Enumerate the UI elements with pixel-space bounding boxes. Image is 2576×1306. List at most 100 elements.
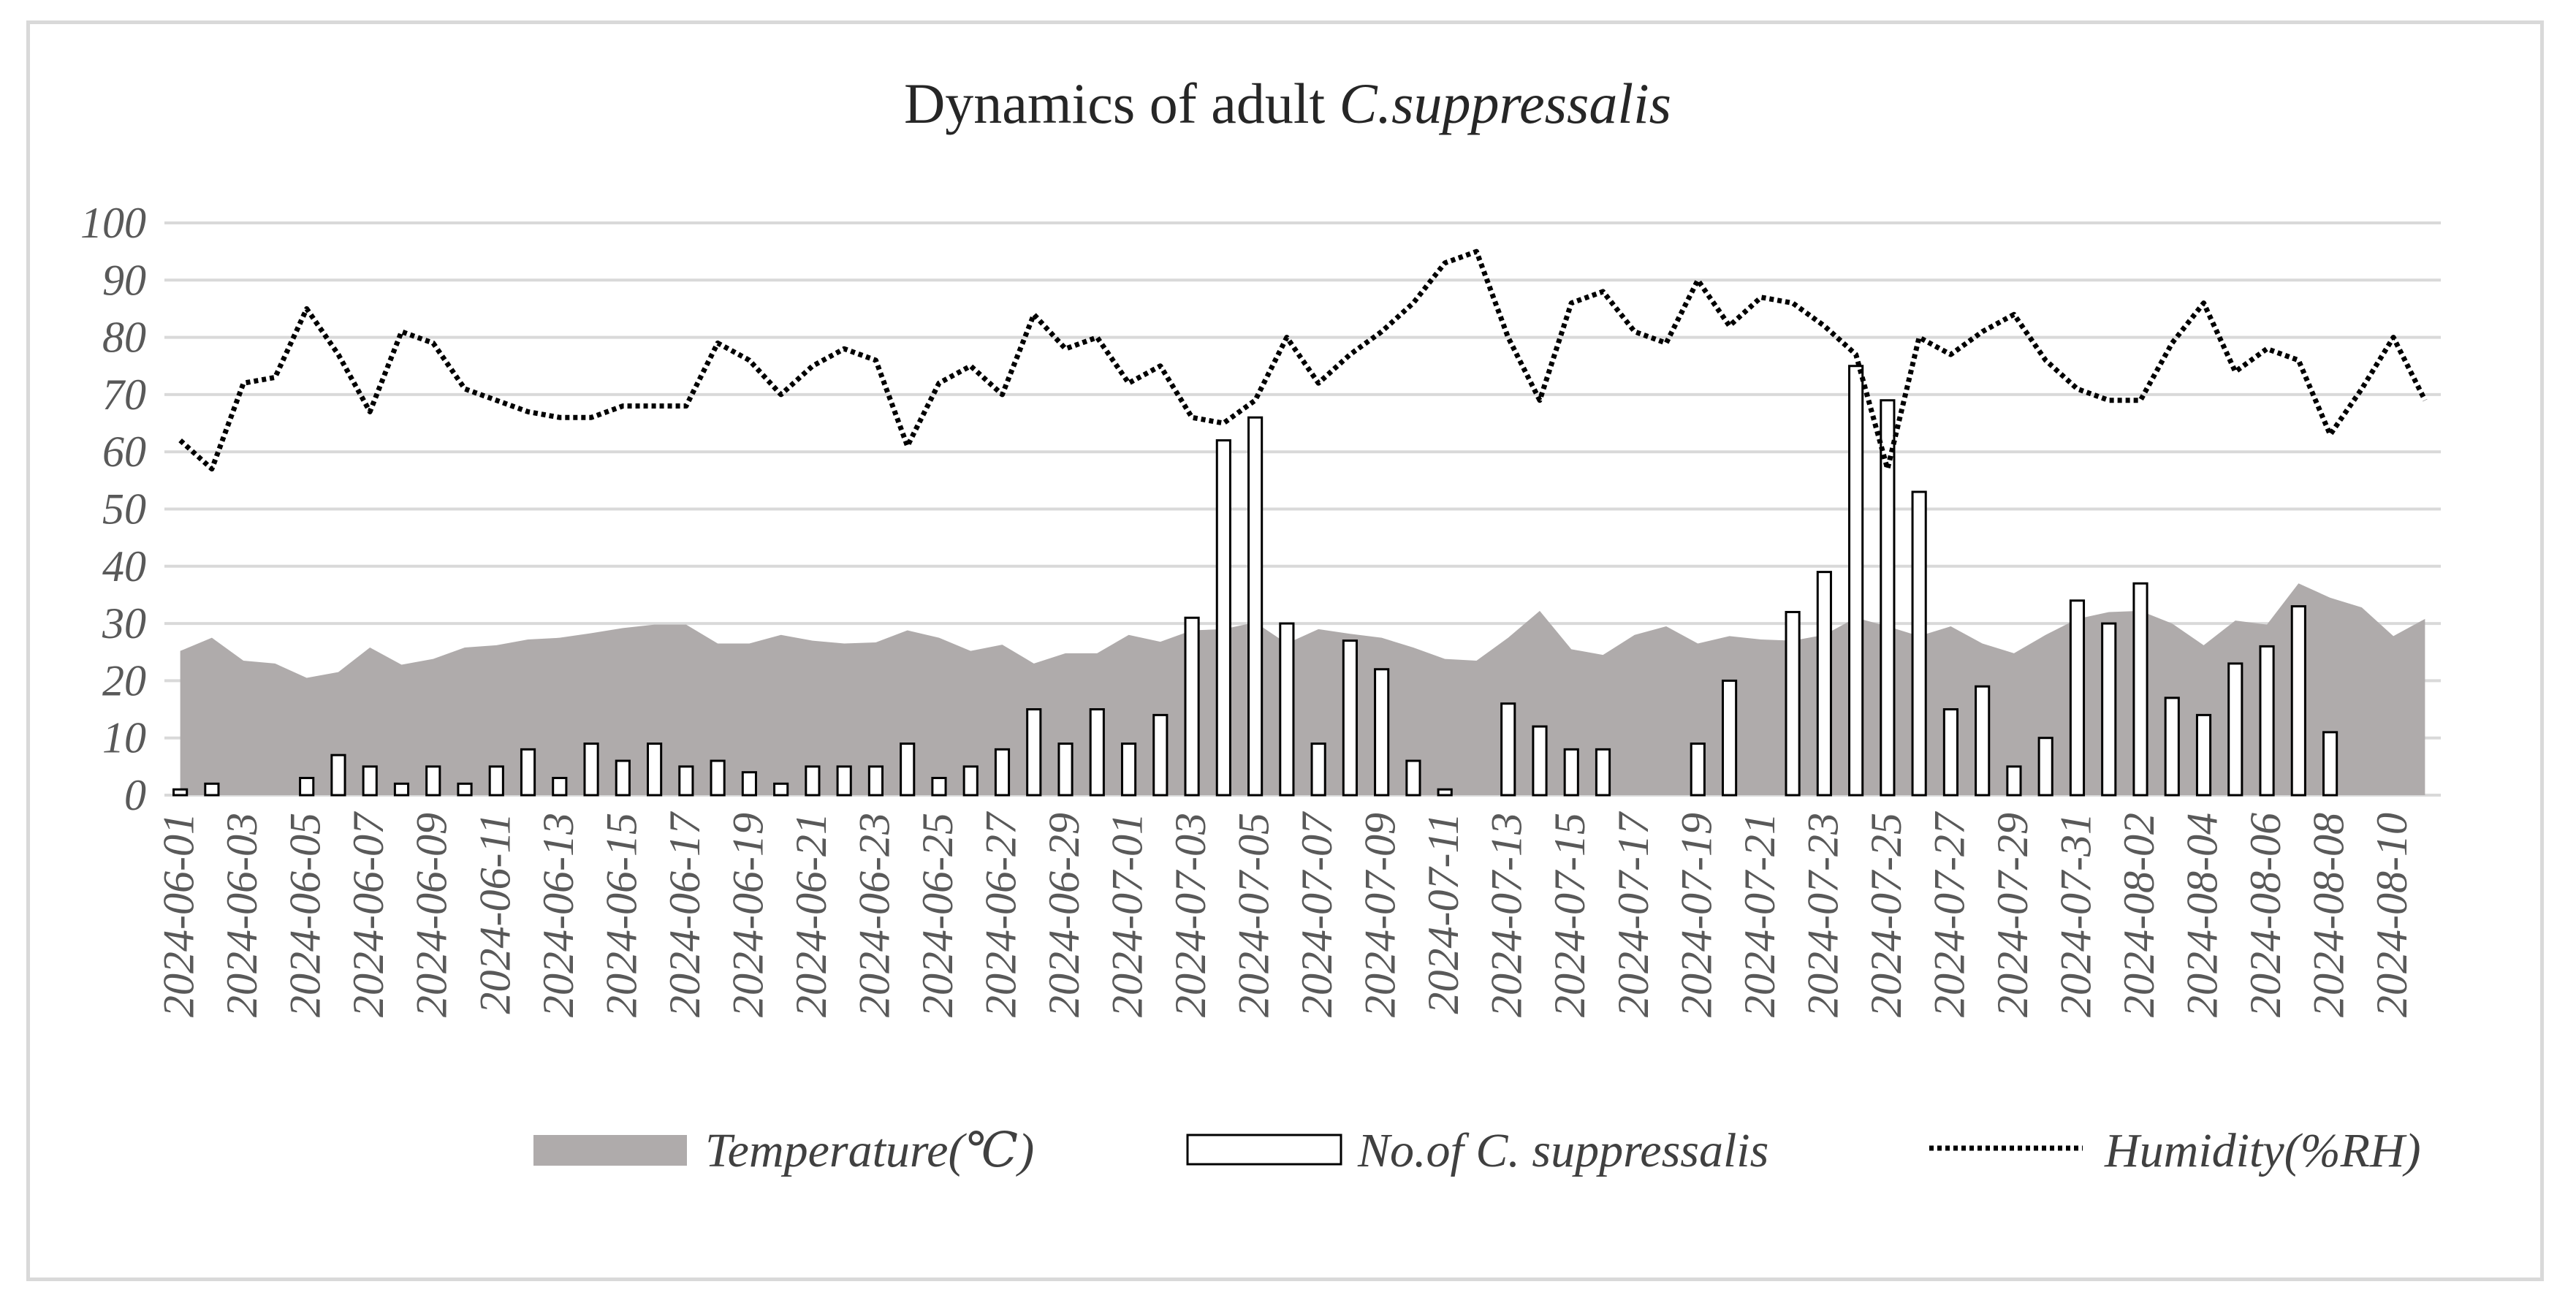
x-tick-labels: 2024-06-01 2024-06-03 2024-06-05 2024-06-07… [155, 810, 2416, 1017]
count-bar [1247, 416, 1264, 797]
count-bar [1785, 610, 1801, 797]
count-bar [1975, 685, 1991, 797]
count-bar [1374, 668, 1390, 797]
x-tick-label: 2024-07-07 [1293, 810, 1341, 1017]
chart-title: Dynamics of adult C.suppressalis [904, 72, 1671, 135]
count-bar [2195, 713, 2212, 797]
count-bar [583, 743, 599, 797]
x-tick-label: 2024-07-11 [1419, 813, 1467, 1014]
count-bar [2101, 622, 2117, 797]
count-bar [1026, 708, 1042, 797]
count-bar [488, 765, 504, 797]
count-bar [2227, 662, 2243, 797]
x-tick-label: 2024-06-09 [408, 813, 456, 1017]
count-bar [1437, 788, 1453, 797]
x-tick-label: 2024-08-02 [2115, 813, 2163, 1017]
temperature-area [180, 583, 2425, 795]
count-bar [962, 765, 979, 797]
x-tick-label: 2024-07-19 [1672, 813, 1720, 1017]
x-tick-label: 2024-07-15 [1546, 813, 1594, 1017]
x-tick-label: 2024-07-17 [1609, 810, 1657, 1017]
count-bar [2322, 731, 2338, 797]
legend-label-count: No.of C. suppressalis [1357, 1124, 1768, 1177]
x-tick-label: 2024-07-27 [1925, 810, 1973, 1017]
x-tick-label: 2024-07-05 [1230, 813, 1278, 1017]
count-bar [1089, 708, 1105, 797]
x-tick-label: 2024-07-25 [1862, 813, 1910, 1017]
x-tick-label: 2024-07-09 [1356, 813, 1405, 1017]
count-bar [1942, 708, 1958, 797]
x-tick-label: 2024-07-01 [1103, 813, 1152, 1017]
count-bar [867, 765, 884, 797]
x-tick-label: 2024-07-23 [1798, 813, 1847, 1017]
count-bar [204, 782, 220, 797]
x-tick-label: 2024-06-15 [597, 813, 645, 1017]
x-tick-label: 2024-06-11 [471, 813, 519, 1014]
count-bar [647, 743, 663, 797]
legend-label-temperature: Temperature(℃) [705, 1124, 1034, 1177]
y-tick-label: 90 [102, 256, 146, 304]
count-bar [1532, 725, 1548, 797]
count-bar [1120, 743, 1137, 797]
count-bar [1500, 702, 1516, 797]
count-bar [1563, 748, 1579, 797]
x-tick-label: 2024-06-27 [976, 810, 1025, 1017]
x-tick-label: 2024-07-21 [1736, 813, 1784, 1017]
count-bar [1595, 748, 1611, 797]
count-bar [1215, 439, 1231, 797]
count-bar [362, 765, 378, 797]
count-bar [457, 782, 473, 797]
x-tick-label: 2024-06-23 [850, 813, 898, 1017]
count-bar [741, 771, 757, 797]
count-bar [836, 765, 852, 797]
y-tick-labels: 0 10 20 30 40 50 60 70 80 90 100 [80, 199, 146, 819]
count-bar [2290, 605, 2306, 797]
count-bar [1310, 743, 1326, 797]
count-bars-layer [172, 365, 2338, 797]
count-bar [2259, 645, 2275, 797]
y-tick-label: 60 [102, 428, 146, 476]
legend: Temperature(℃) No.of C. suppressalis Hum… [533, 1124, 2421, 1177]
chart-title-main: Dynamics of adult [904, 72, 1340, 135]
count-bar [931, 777, 947, 797]
y-tick-label: 20 [102, 656, 146, 705]
x-tick-label: 2024-06-13 [534, 813, 582, 1017]
x-tick-label: 2024-08-06 [2241, 813, 2290, 1017]
count-bar [2164, 696, 2180, 797]
count-bar [1184, 616, 1200, 797]
count-bar [1152, 713, 1169, 797]
count-bar [2037, 737, 2053, 797]
count-bar [1880, 399, 1896, 797]
x-tick-label: 2024-06-21 [787, 813, 835, 1017]
count-bar [172, 788, 189, 797]
x-tick-label: 2024-06-03 [218, 813, 266, 1017]
count-bar [1721, 679, 1738, 797]
count-bar [425, 765, 441, 797]
count-bar [2132, 582, 2148, 797]
x-tick-label: 2024-07-03 [1166, 813, 1215, 1017]
y-tick-label: 80 [102, 314, 146, 362]
x-tick-label: 2024-07-31 [2051, 813, 2100, 1017]
y-tick-label: 0 [124, 771, 146, 819]
count-bar [393, 782, 410, 797]
y-tick-label: 30 [102, 599, 146, 648]
y-tick-label: 70 [102, 371, 146, 419]
x-tick-label: 2024-08-10 [2368, 813, 2416, 1017]
x-tick-label: 2024-06-07 [344, 810, 392, 1017]
count-bar [299, 777, 315, 797]
count-bar [994, 748, 1011, 797]
x-tick-label: 2024-07-13 [1483, 813, 1531, 1017]
x-tick-label: 2024-06-05 [281, 813, 330, 1017]
humidity-line-layer [178, 248, 2428, 472]
legend-label-humidity: Humidity(%RH) [2104, 1124, 2421, 1177]
y-tick-label: 50 [102, 485, 146, 534]
chart-title-italic: C.suppressalis [1340, 72, 1671, 135]
x-tick-label: 2024-06-17 [661, 810, 709, 1017]
x-tick-label: 2024-06-01 [155, 813, 203, 1017]
count-bar [710, 759, 726, 797]
temperature-area-layer [180, 583, 2425, 795]
y-tick-label: 40 [102, 542, 146, 591]
count-bar [805, 765, 821, 797]
count-bar [1848, 365, 1864, 797]
count-bar [1690, 743, 1706, 797]
